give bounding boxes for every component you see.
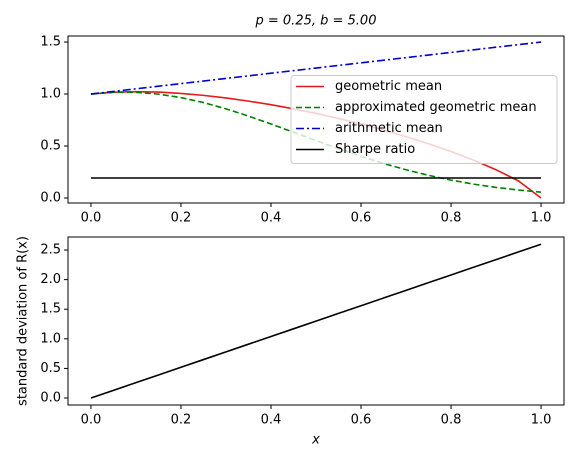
legend-label: approximated geometric mean (335, 100, 537, 115)
y-tick-label: 2.0 (40, 272, 61, 287)
chart-title: p = 0.25, b = 5.00 (255, 14, 377, 29)
line-series (90, 243, 542, 399)
legend: geometric mean approximated geometric mea… (290, 75, 558, 164)
x-tick-label: 0.0 (81, 211, 102, 226)
y-tick-label: 0.0 (40, 391, 61, 406)
y-tick-label: 0.5 (40, 139, 61, 154)
legend-box (290, 75, 558, 164)
x-tick-label: 1.0 (531, 413, 552, 428)
line-series (90, 41, 542, 95)
x-tick-label: 0.6 (351, 211, 372, 226)
y-tick-label: 1.5 (40, 35, 61, 50)
y-axis-label: standard deviation of R(x) (16, 236, 31, 406)
x-tick-label: 1.0 (531, 211, 552, 226)
y-tick-label: 0.0 (40, 191, 61, 206)
y-tick-label: 0.5 (40, 361, 61, 376)
x-tick-label: 0.8 (441, 413, 462, 428)
y-tick-label: 1.0 (40, 331, 61, 346)
x-axis-label: x (311, 433, 320, 448)
x-tick-label: 0.2 (171, 413, 192, 428)
legend-label: arithmetic mean (335, 121, 443, 136)
x-tick-label: 0.4 (261, 413, 282, 428)
legend-label: Sharpe ratio (335, 142, 415, 157)
legend-label: geometric mean (335, 79, 442, 94)
line-series (90, 91, 542, 193)
axes-frame (67, 236, 565, 406)
axes-frame (67, 35, 565, 204)
y-tick-label: 1.0 (40, 87, 61, 102)
y-tick-label: 2.5 (40, 243, 61, 258)
x-tick-label: 0.2 (171, 211, 192, 226)
x-tick-label: 0.6 (351, 413, 372, 428)
x-tick-label: 0.8 (441, 211, 462, 226)
x-tick-label: 0.0 (81, 413, 102, 428)
y-tick-label: 1.5 (40, 302, 61, 317)
x-tick-label: 0.4 (261, 211, 282, 226)
